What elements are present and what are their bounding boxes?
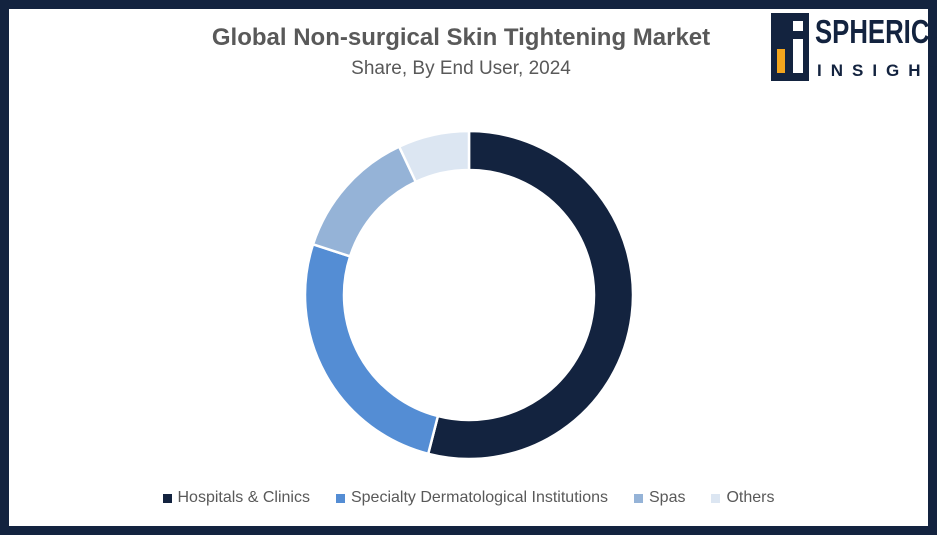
legend-swatch: [634, 493, 643, 503]
chart-title: Global Non-surgical Skin Tightening Mark…: [211, 24, 711, 51]
legend-item: Hospitals & Clinics: [162, 489, 310, 507]
legend-label: Others: [726, 489, 775, 506]
legend-item: Spas: [634, 489, 685, 507]
logo-word-secondary: INSIGHTS: [817, 61, 937, 80]
donut-slice-specialty-dermatological-institutions: [303, 242, 440, 456]
legend-item: Others: [711, 489, 774, 507]
logo-mark-icon: [771, 13, 809, 81]
legend-swatch: [335, 493, 345, 503]
legend-swatch: [711, 493, 721, 503]
legend-item: Specialty Dermatological Institutions: [335, 489, 608, 507]
logo-word-primary: SPHERICAL: [815, 13, 937, 50]
legend-label: Specialty Dermatological Institutions: [350, 489, 608, 506]
donut-slice-hospitals-clinics: [426, 129, 635, 461]
donut-slice-spas: [311, 144, 418, 258]
donut-slice-others: [397, 129, 471, 184]
chart-subtitle: Share, By End User, 2024: [351, 58, 571, 79]
legend-label: Spas: [649, 489, 686, 506]
legend-swatch: [162, 493, 172, 503]
brand-logo: SPHERICAL INSIGHTS: [771, 13, 937, 83]
legend-label: Hospitals & Clinics: [177, 489, 310, 506]
chart-legend: Hospitals & Clinics Specialty Dermatolog…: [0, 489, 937, 507]
